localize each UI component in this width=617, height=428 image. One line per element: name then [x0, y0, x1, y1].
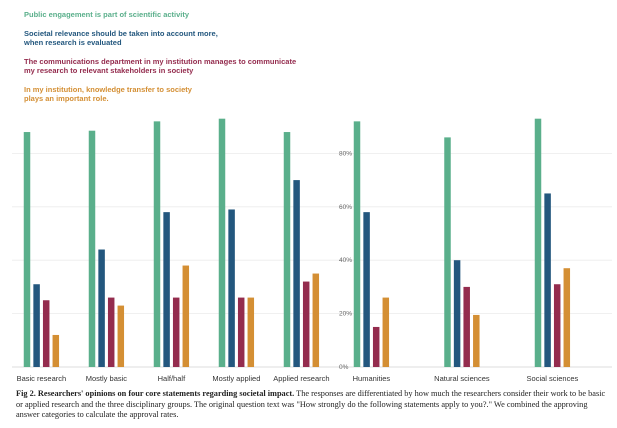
category-label: Basic research: [17, 374, 67, 383]
category-label: Humanities: [353, 374, 391, 383]
category-label: Mostly applied: [212, 374, 260, 383]
y-tick-label: 80%: [339, 150, 352, 157]
category-label: Applied research: [273, 374, 329, 383]
bar: [88, 130, 96, 367]
bar: [42, 300, 50, 367]
bar: [453, 260, 461, 367]
bar: [153, 121, 161, 367]
y-tick-label: 60%: [339, 204, 352, 211]
legend-item-societal-relevance: Societal relevance should be taken into …: [24, 28, 218, 48]
bar: [544, 193, 551, 367]
y-tick-label: 20%: [339, 311, 352, 318]
y-tick-label: 0%: [339, 364, 349, 371]
category-label: Mostly basic: [86, 374, 128, 383]
bar: [33, 284, 40, 367]
bar: [172, 297, 180, 367]
bar: [563, 268, 571, 367]
bar: [463, 286, 470, 367]
bar: [237, 297, 245, 367]
bar: [228, 209, 235, 367]
bar: [553, 284, 561, 367]
bar: [218, 118, 226, 367]
caption-text: The responses are differentiated by how …: [16, 389, 606, 419]
bar: [382, 297, 390, 367]
category-label: Social sciences: [527, 374, 579, 383]
bar: [247, 297, 255, 367]
bar: [302, 281, 310, 367]
bar-chart: 0% 20% 40% 60% 80% Basic research Mostly basic…: [12, 118, 612, 383]
caption-label: Fig 2. Researchers' opinions on four cor…: [16, 389, 295, 398]
bar: [52, 334, 60, 367]
bar: [363, 212, 370, 367]
bar: [473, 314, 480, 367]
bar: [163, 212, 170, 367]
bar: [353, 121, 361, 367]
bar: [23, 132, 31, 367]
bar: [182, 265, 190, 367]
figure-caption: Fig 2. Researchers' opinions on four cor…: [16, 389, 608, 421]
bar: [98, 249, 105, 367]
bar: [312, 273, 320, 367]
y-tick-label: 40%: [339, 257, 352, 264]
legend-item-communications-department: The communications department in my inst…: [24, 56, 297, 76]
category-label: Natural sciences: [434, 374, 490, 383]
bar: [444, 137, 451, 367]
bar: [293, 180, 300, 367]
category-label: Half/half: [158, 374, 186, 383]
bar: [283, 132, 291, 367]
legend-item-knowledge-transfer: In my institution, knowledge transfer to…: [24, 84, 192, 104]
bar: [372, 326, 380, 367]
bar: [534, 118, 542, 367]
bar: [107, 297, 115, 367]
legend: Public engagement is part of scientific …: [24, 10, 324, 113]
bar: [117, 305, 125, 367]
legend-item-public-engagement: Public engagement is part of scientific …: [24, 10, 190, 19]
